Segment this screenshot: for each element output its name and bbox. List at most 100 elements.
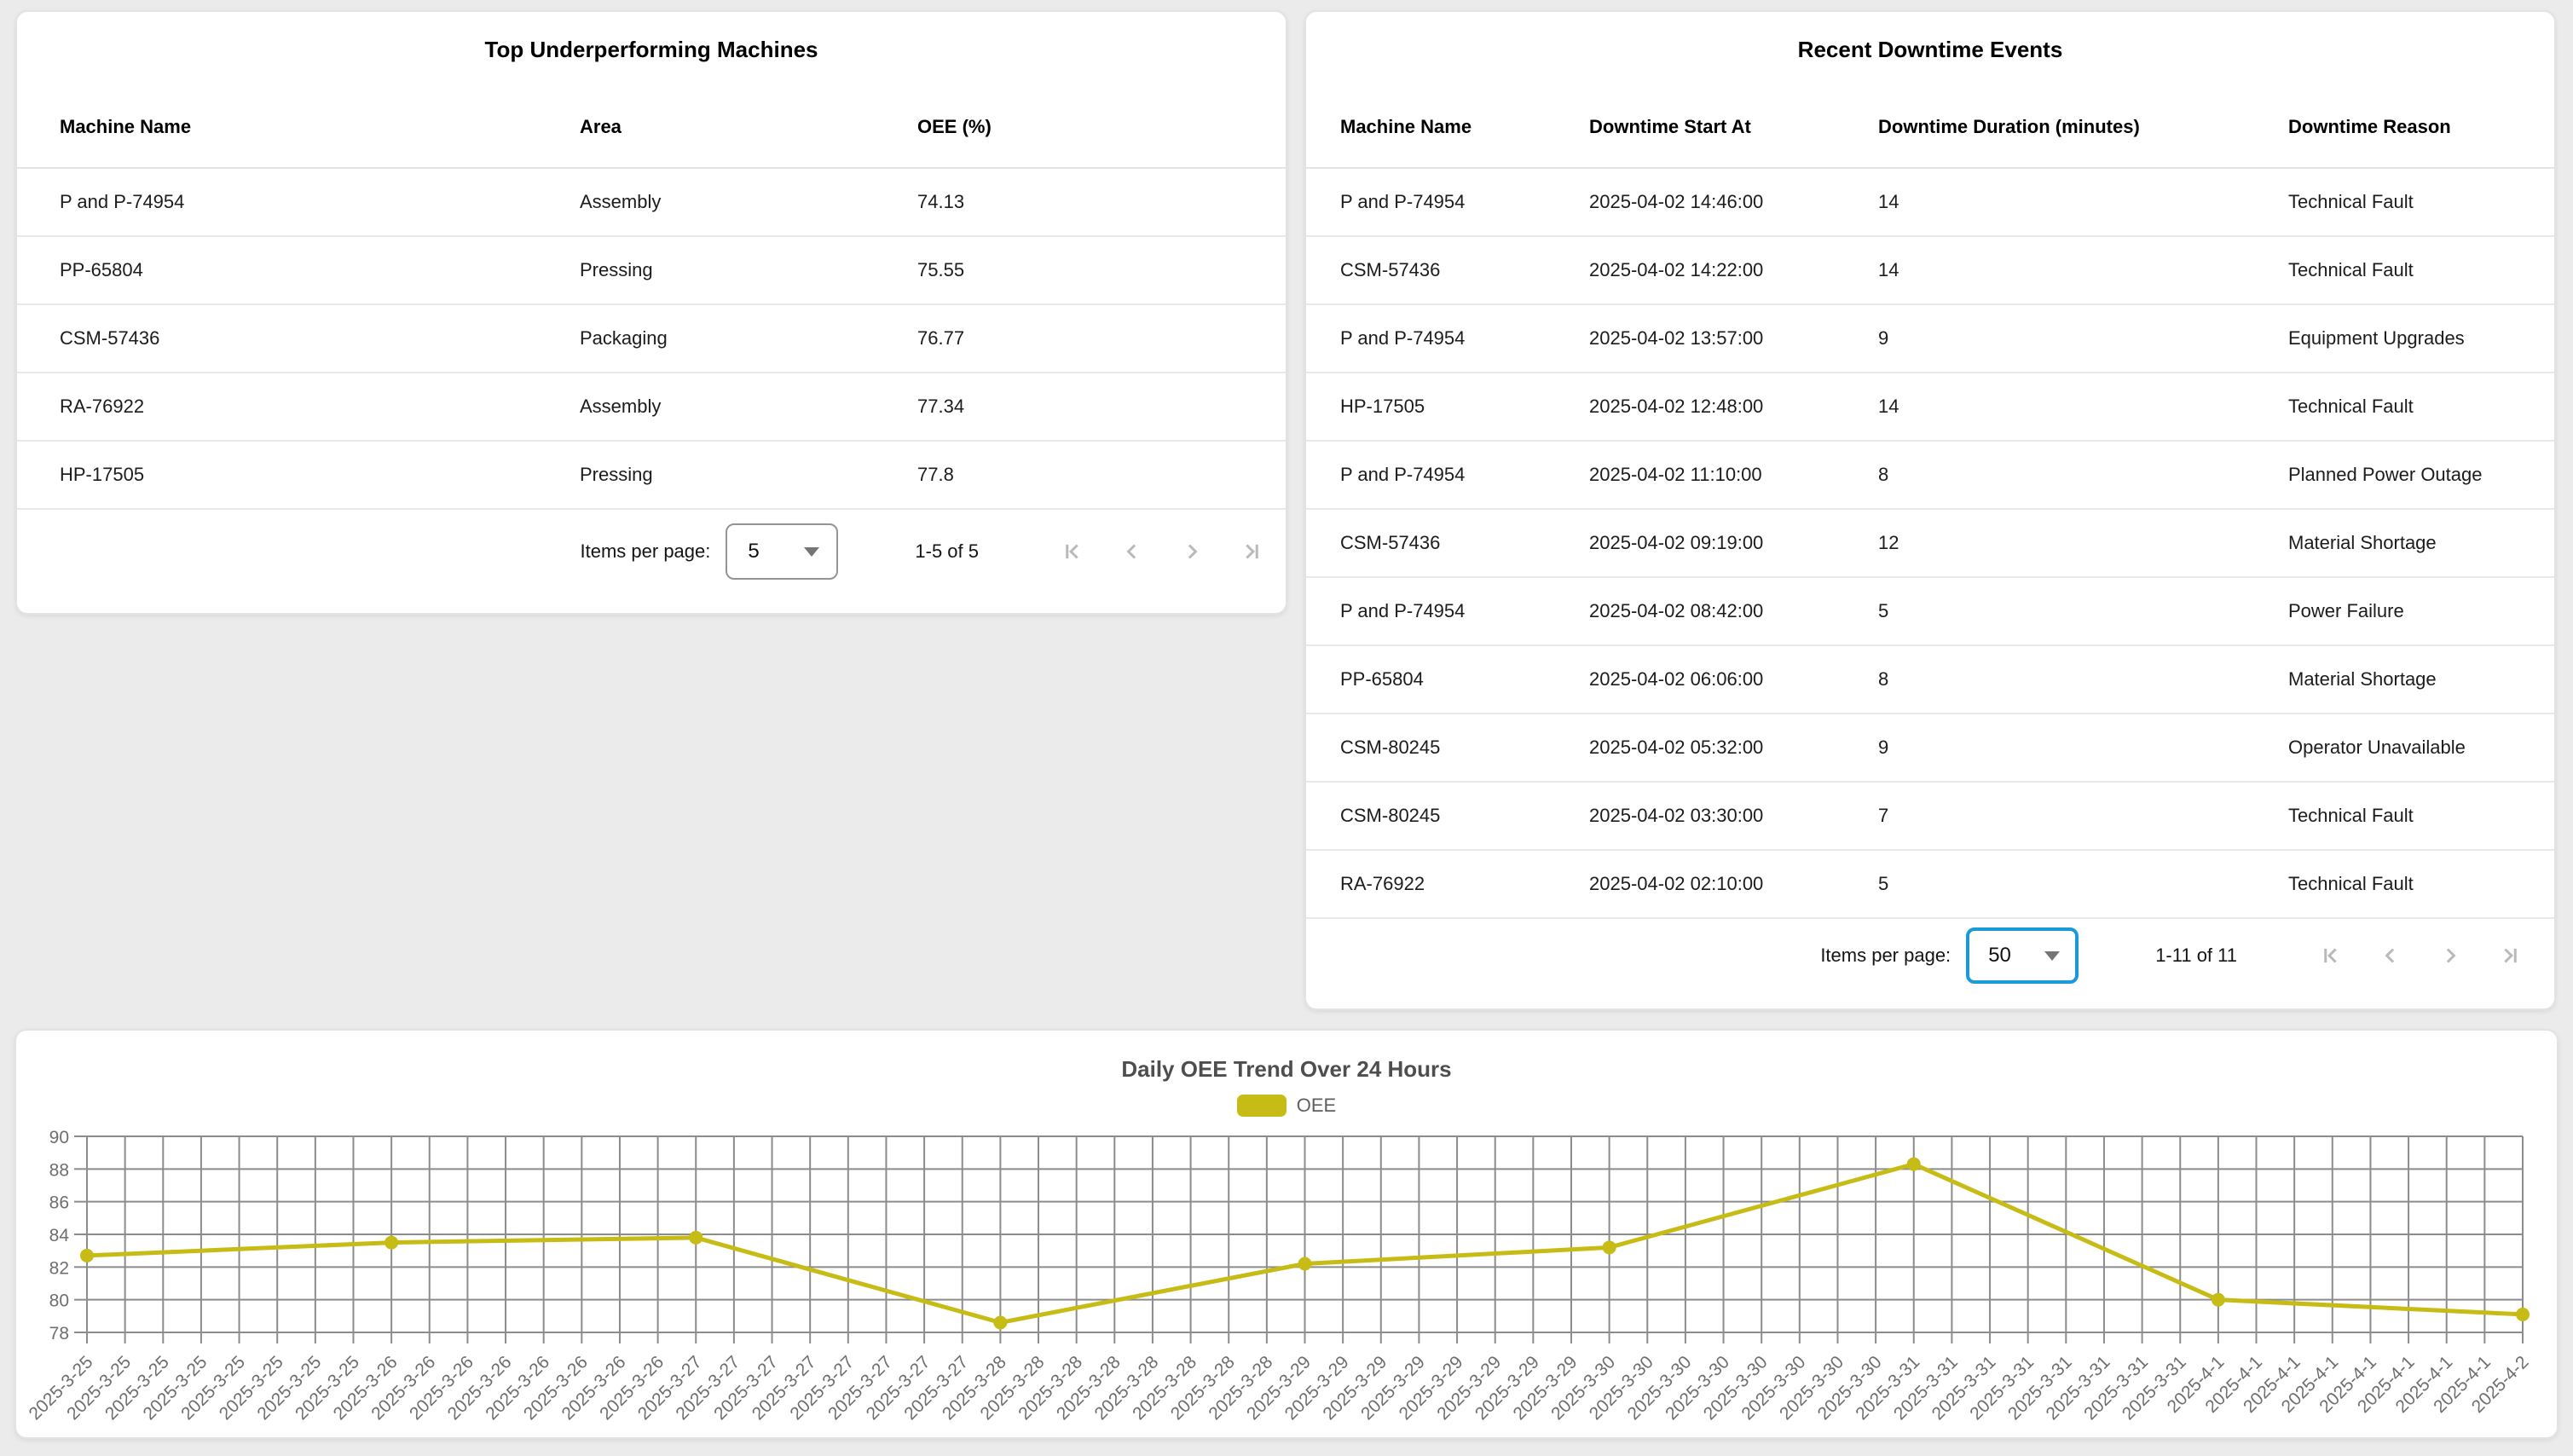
table-row: CSM-80245 2025-04-02 03:30:00 7 Technical F… [1306, 783, 2554, 851]
y-axis-label: 78 [49, 1324, 69, 1343]
data-point-marker[interactable] [1602, 1240, 1616, 1255]
table-row: P and P-74954 2025-04-02 08:42:00 5 Power F… [1306, 578, 2554, 646]
last-page-button[interactable] [2496, 942, 2524, 969]
page-range-label: 1-11 of 11 [2155, 945, 2237, 966]
table-cell: 75.55 [917, 259, 965, 280]
table-cell: RA-76922 [1340, 873, 1425, 894]
table-cell: Operator Unavailable [2288, 737, 2466, 758]
table-cell: 5 [1878, 600, 1889, 621]
previous-page-button[interactable] [2377, 942, 2404, 969]
table-cell: Technical Fault [2288, 873, 2414, 894]
table-cell: CSM-80245 [1340, 805, 1441, 826]
data-point-marker[interactable] [993, 1315, 1008, 1330]
table-cell: 2025-04-02 12:48:00 [1589, 396, 1764, 417]
chart-title: Daily OEE Trend Over 24 Hours [1121, 1056, 1452, 1082]
data-point-marker[interactable] [689, 1230, 703, 1245]
table-cell: Technical Fault [2288, 259, 2414, 280]
table-row: P and P-74954 2025-04-02 13:57:00 9 Equipme… [1306, 305, 2554, 373]
column-header: Machine Name [60, 116, 192, 137]
card-title: Recent Downtime Events [1797, 36, 2063, 62]
data-point-marker[interactable] [385, 1235, 399, 1250]
page-size-value: 50 [1988, 944, 2011, 967]
table-cell: CSM-57436 [1340, 259, 1441, 280]
legend-label: OEE [1296, 1095, 1337, 1116]
page-size-select[interactable]: 50 [1966, 927, 2079, 984]
page-range-label: 1-5 of 5 [915, 540, 979, 562]
first-page-button[interactable] [1059, 538, 1086, 565]
table-cell: 8 [1878, 668, 1889, 690]
card-title: Top Underperforming Machines [484, 36, 818, 62]
y-axis-label: 82 [49, 1258, 69, 1278]
chevron-left-icon [1126, 544, 1136, 559]
table-cell: CSM-57436 [1340, 532, 1441, 553]
table-cell: P and P-74954 [1340, 327, 1466, 349]
table-cell: 9 [1878, 327, 1889, 349]
last-page-button[interactable] [1238, 538, 1265, 565]
table-row: P and P-74954 2025-04-02 11:10:00 8 Planned… [1306, 442, 2554, 510]
data-point-marker[interactable] [2211, 1292, 2225, 1307]
table-cell: 14 [1878, 396, 1899, 417]
table-row: RA-76922 2025-04-02 02:10:00 5 Technical Fa… [1306, 851, 2554, 919]
table-cell: 2025-04-02 03:30:00 [1589, 805, 1764, 826]
paginator: Items per page: 5 1-5 of 5 [17, 510, 1286, 580]
table-cell: HP-17505 [60, 464, 145, 485]
table-cell: Power Failure [2288, 600, 2404, 621]
dropdown-arrow-icon [804, 546, 820, 557]
table-cell: 2025-04-02 06:06:00 [1589, 668, 1764, 690]
items-per-page-label: Items per page: [1820, 945, 1951, 966]
table-cell: PP-65804 [60, 259, 143, 280]
first-page-button[interactable] [2317, 942, 2345, 969]
chart-legend-item[interactable]: OEE [16, 1095, 2557, 1117]
table-row: CSM-57436 2025-04-02 09:19:00 12 Material S… [1306, 510, 2554, 578]
table-row: P and P-74954 2025-04-02 14:46:00 14 Techni… [1306, 169, 2554, 237]
data-point-marker[interactable] [1906, 1157, 1921, 1171]
table-cell: 14 [1878, 191, 1899, 212]
column-header: Downtime Reason [2288, 116, 2451, 137]
first-page-icon [1066, 544, 1078, 559]
table-cell: 2025-04-02 14:22:00 [1589, 259, 1764, 280]
page-size-select[interactable]: 5 [726, 523, 839, 580]
table-cell: P and P-74954 [1340, 191, 1466, 212]
table-cell: 2025-04-02 08:42:00 [1589, 600, 1764, 621]
table-cell: Pressing [580, 464, 653, 485]
y-axis-label: 84 [49, 1226, 70, 1245]
table-cell: Assembly [580, 396, 662, 417]
table-row: P and P-74954 Assembly 74.13 [17, 169, 1286, 237]
data-point-marker[interactable] [80, 1248, 94, 1262]
table-cell: 7 [1878, 805, 1889, 826]
table-cell: Planned Power Outage [2288, 464, 2483, 485]
column-header: Area [580, 116, 622, 137]
table-header-row: Machine Name Area OEE (%) [17, 87, 1286, 169]
table-row: RA-76922 Assembly 77.34 [17, 373, 1286, 442]
page-size-value: 5 [748, 540, 760, 563]
y-axis-label: 86 [49, 1193, 69, 1213]
table-cell: Technical Fault [2288, 396, 2414, 417]
chevron-right-icon [2446, 948, 2456, 963]
table-row: PP-65804 2025-04-02 06:06:00 8 Material Sho… [1306, 646, 2554, 714]
legend-swatch [1236, 1095, 1286, 1117]
table-header-row: Machine Name Downtime Start At Downtime Du… [1306, 87, 2554, 169]
next-page-button[interactable] [1178, 538, 1206, 565]
table-cell: CSM-57436 [60, 327, 160, 349]
y-axis-label: 90 [49, 1128, 69, 1147]
next-page-button[interactable] [2437, 942, 2464, 969]
daily-oee-trend-chart-card: Daily OEE Trend Over 24 Hours OEE 2025-3… [14, 1029, 2559, 1439]
dropdown-arrow-icon [2044, 950, 2061, 961]
previous-page-button[interactable] [1119, 538, 1146, 565]
table-cell: 9 [1878, 737, 1889, 758]
table-cell: 74.13 [917, 191, 965, 212]
recent-downtime-events-card: Recent Downtime Events Machine Name Downt… [1304, 10, 2556, 1010]
table-row: CSM-57436 2025-04-02 14:22:00 14 Technical … [1306, 237, 2554, 305]
oee-trend-line-chart: 2025-3-252025-3-252025-3-252025-3-252025… [26, 1128, 2533, 1424]
last-page-icon [1246, 544, 1258, 559]
y-axis-label: 88 [49, 1160, 69, 1180]
column-header: Machine Name [1340, 116, 1472, 137]
data-point-marker[interactable] [2516, 1307, 2530, 1321]
table-cell: 2025-04-02 11:10:00 [1589, 464, 1762, 485]
table-cell: 8 [1878, 464, 1889, 485]
table-cell: 76.77 [917, 327, 965, 349]
data-point-marker[interactable] [1298, 1257, 1312, 1271]
table-cell: Assembly [580, 191, 662, 212]
table-cell: Material Shortage [2288, 668, 2437, 690]
